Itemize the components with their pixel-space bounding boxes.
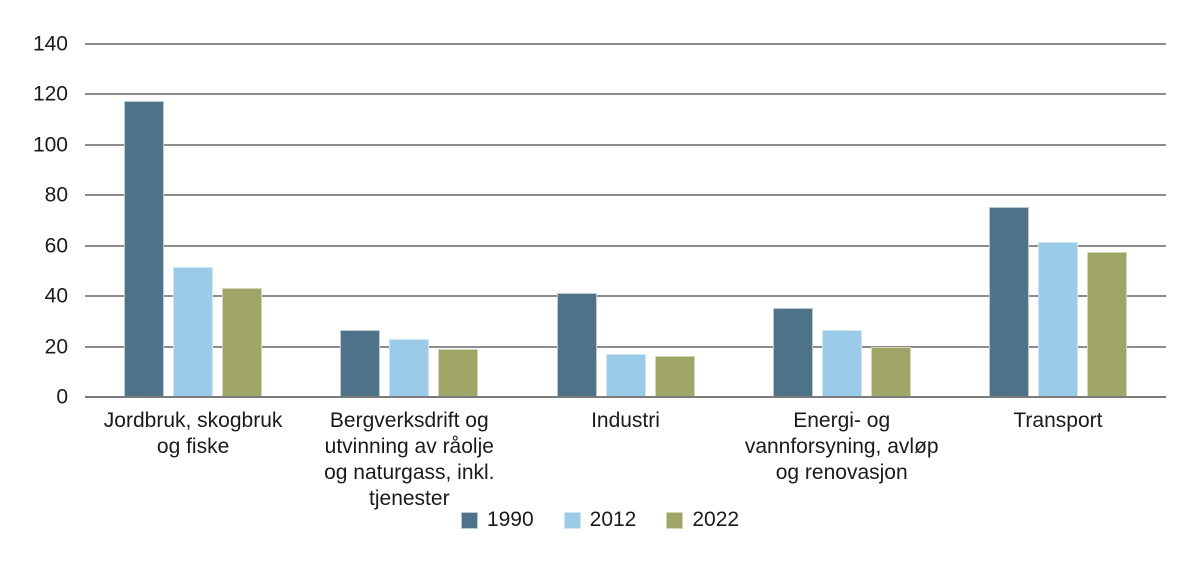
bar-2022-group-2 [438,349,479,396]
bar-2012-group-4 [821,330,862,396]
y-tick-label-60: 60 [44,234,68,258]
bar-2012-group-1 [173,267,214,396]
legend-label-1990: 1990 [486,508,534,531]
y-tick-label-140: 140 [32,32,68,56]
x-axis-labels: Jordbruk, skogbruk og fiske Bergverksdrif… [85,408,1166,512]
legend-swatch-2022 [666,511,684,529]
y-tick-label-80: 80 [44,183,68,207]
bar-1990-group-4 [772,307,813,396]
bar-2012-group-3 [605,354,646,396]
legend-label-2012: 2012 [589,508,637,531]
category-label-3: Industri [591,409,660,432]
legend-swatch-2012 [563,511,581,529]
gridline-60 [85,244,1166,247]
bar-2022-group-1 [222,287,263,396]
bar-group-1 [85,43,301,396]
gridline-140 [85,43,1166,45]
bar-group-4 [734,43,950,396]
bar-group-3 [517,43,733,396]
bar-group-5 [950,43,1166,396]
y-tick-label-20: 20 [44,335,68,359]
bar-2022-group-3 [654,355,695,396]
bar-groups [85,43,1166,396]
legend-item-2012: 2012 [563,508,637,532]
legend-label-2022: 2022 [692,508,740,531]
x-label-cell-2: Bergverksdrift og utvinning av råolje og… [301,408,517,512]
y-tick-label-0: 0 [56,385,68,409]
x-label-cell-5: Transport [950,408,1166,512]
y-axis-labels: 0 20 40 60 80 100 120 140 [0,34,68,408]
x-label-cell-3: Industri [517,408,733,512]
bar-1990-group-5 [988,206,1029,396]
legend-swatch-1990 [460,511,478,529]
legend-item-1990: 1990 [460,508,534,532]
gridline-80 [85,194,1166,197]
bar-1990-group-2 [340,330,381,396]
gridline-40 [85,295,1166,298]
gridline-100 [85,143,1166,146]
bar-1990-group-1 [124,101,165,396]
legend: 1990 2012 2022 [0,508,1200,532]
gridline-120 [85,93,1166,96]
category-label-1: Jordbruk, skogbruk og fiske [103,409,283,458]
y-tick-label-120: 120 [32,82,68,106]
bar-2022-group-5 [1086,252,1127,396]
category-label-4: Energi- og vannforsyning, avløp og renov… [744,409,939,484]
x-label-cell-1: Jordbruk, skogbruk og fiske [85,408,301,512]
y-tick-label-100: 100 [32,133,68,157]
category-label-2: Bergverksdrift og utvinning av råolje og… [324,409,495,510]
y-tick-label-40: 40 [44,284,68,308]
x-axis-baseline [85,396,1166,398]
category-label-5: Transport [1013,409,1103,432]
bar-2022-group-4 [870,346,911,396]
legend-item-2022: 2022 [666,508,739,532]
bar-2012-group-2 [389,339,430,396]
bar-group-2 [301,43,517,396]
bar-2012-group-5 [1037,242,1078,396]
x-label-cell-4: Energi- og vannforsyning, avløp og renov… [734,408,950,512]
plot-area [85,43,1166,398]
gridline-20 [85,345,1166,348]
bar-1990-group-3 [556,292,597,396]
